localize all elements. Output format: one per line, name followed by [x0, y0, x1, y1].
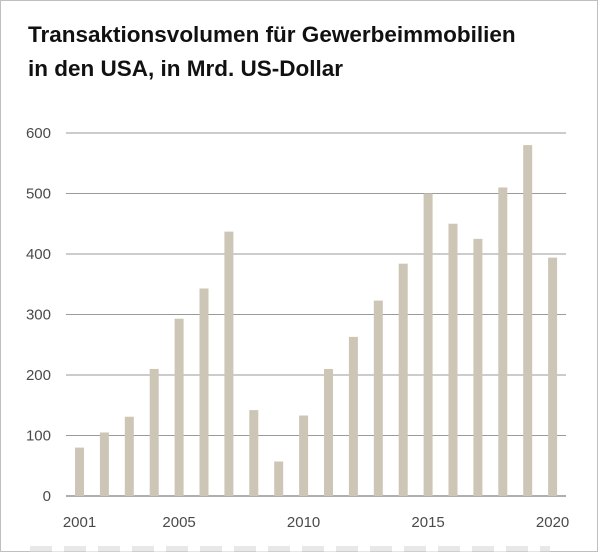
- bar-2016: [448, 223, 458, 496]
- bar-2019: [523, 145, 533, 496]
- chart-title: Transaktionsvolumen für Gewerbeimmobilie…: [28, 18, 588, 86]
- y-tick-label: 600: [26, 125, 51, 142]
- bar-2002: [99, 432, 109, 496]
- bar-2013: [373, 300, 383, 496]
- bar-2012: [348, 336, 358, 496]
- y-tick-label: 500: [26, 186, 51, 203]
- bars: [75, 145, 558, 497]
- y-tick-label: 300: [26, 307, 51, 324]
- x-tick-label: 2001: [63, 514, 96, 531]
- bar-2020: [548, 257, 558, 496]
- bar-2007: [224, 231, 234, 497]
- bar-2004: [149, 368, 159, 496]
- y-tick-label: 0: [43, 488, 51, 505]
- bar-2011: [324, 368, 333, 496]
- x-tick-label: 2005: [162, 514, 195, 531]
- bar-2003: [124, 416, 134, 496]
- bar-2014: [398, 263, 408, 496]
- cropped-footer: [30, 546, 550, 552]
- bar-2010: [299, 415, 309, 496]
- bar-2005: [174, 318, 184, 496]
- bar-2018: [498, 187, 508, 496]
- bar-2017: [473, 238, 483, 496]
- bar-2001: [75, 447, 84, 496]
- chart-title-line-1: Transaktionsvolumen für Gewerbeimmobilie…: [28, 22, 516, 47]
- y-tick-labels: 0 100 200 300 400 500 600: [26, 125, 51, 505]
- y-tick-label: 200: [26, 367, 51, 384]
- grid-lines: [66, 132, 566, 497]
- x-tick-labels: 2001 2005 2010 2015 2020: [63, 514, 569, 531]
- x-tick-label: 2010: [287, 514, 320, 531]
- bar-2006: [199, 288, 209, 496]
- y-tick-label: 100: [26, 428, 51, 445]
- bar-2009: [274, 461, 284, 496]
- chart-title-line-2: in den USA, in Mrd. US-Dollar: [28, 56, 344, 81]
- x-tick-label: 2015: [411, 514, 444, 531]
- x-tick-label: 2020: [536, 514, 569, 531]
- bar-2015: [423, 193, 433, 496]
- y-tick-label: 400: [26, 246, 51, 263]
- bar-2008: [249, 410, 259, 496]
